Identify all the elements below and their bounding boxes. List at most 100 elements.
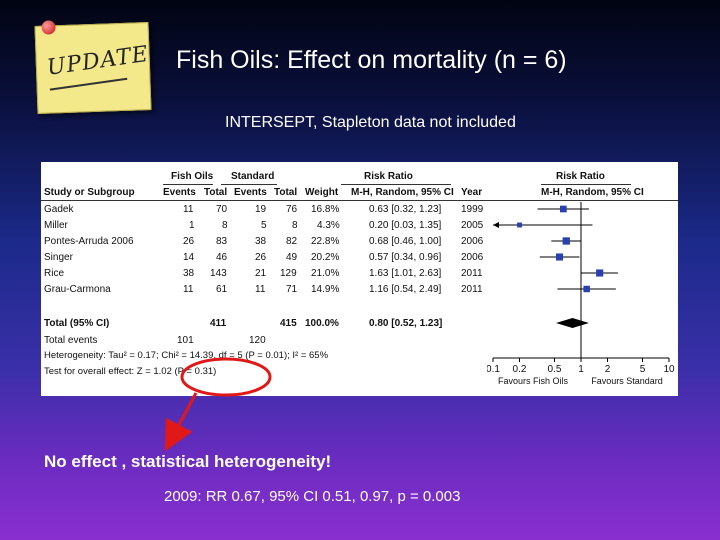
header-rule	[541, 184, 631, 185]
events-1: 11	[183, 284, 194, 295]
heterogeneity-stats: Heterogeneity: Tau² = 0.17; Chi² = 14.39…	[44, 350, 329, 361]
effect-note: No effect , statistical heterogeneity!	[44, 452, 332, 471]
study-marker	[596, 269, 604, 277]
col-total-2: Total	[274, 187, 298, 198]
weight: 22.8%	[311, 236, 340, 247]
x-tick-label: 1	[578, 364, 584, 375]
slide-subtitle: INTERSEPT, Stapleton data not included	[225, 114, 516, 131]
study-name: Miller	[44, 220, 68, 231]
risk-ratio-ci: 0.63 [0.32, 1.23]	[369, 204, 442, 215]
total-1: 83	[216, 236, 228, 247]
col-study: Study or Subgroup	[44, 187, 135, 198]
year: 2006	[461, 252, 484, 263]
risk-ratio-ci: 0.20 [0.03, 1.35]	[369, 220, 442, 231]
risk-ratio-ci: 1.63 [1.01, 2.63]	[369, 268, 442, 279]
update-badge-text: UPDATE	[45, 41, 151, 81]
study-marker	[517, 222, 522, 228]
x-tick-label: 2	[605, 364, 611, 375]
total-1: 143	[210, 268, 227, 279]
col-ci-right: M-H, Random, 95% CI	[541, 187, 644, 198]
total-label: Total (95% CI)	[44, 318, 110, 329]
events-1: 26	[183, 236, 195, 247]
header-rule	[341, 184, 451, 185]
forest-plot-graphic: 0.1 0.2 0.5 1 2 5 10 Favours Fish Oils Favours S…	[487, 202, 675, 386]
x-tick-label: 0.1	[487, 364, 500, 375]
total-1: 61	[216, 284, 228, 295]
annotation-arrow	[164, 392, 198, 452]
x-tick-label: 0.2	[513, 364, 527, 375]
header-fish-oils: Fish Oils	[171, 171, 214, 182]
study-marker	[559, 205, 567, 213]
header-rule	[221, 184, 277, 185]
total-1: 70	[216, 204, 228, 215]
column-header-rule	[41, 200, 678, 201]
header-risk-ratio-right: Risk Ratio	[556, 171, 605, 182]
study-marker	[583, 285, 590, 293]
study-name: Rice	[44, 268, 65, 279]
total-1: 411	[210, 318, 227, 329]
total-2: 49	[286, 252, 298, 263]
total-2: 8	[292, 220, 298, 231]
pooled-diamond	[556, 318, 589, 328]
header-rule	[163, 184, 213, 185]
overall-effect-test: Test for overall effect: Z = 1.02 (P = 0…	[44, 366, 217, 377]
events-1: 38	[183, 268, 195, 279]
total-weight: 100.0%	[305, 318, 339, 329]
events-1: 1	[189, 220, 195, 231]
total-events-label: Total events	[44, 335, 98, 346]
favours-left-label: Favours Fish Oils	[498, 376, 569, 386]
header-risk-ratio-left: Risk Ratio	[364, 171, 413, 182]
risk-ratio-ci: 0.57 [0.34, 0.96]	[369, 252, 442, 263]
year: 2005	[461, 220, 484, 231]
col-events-1: Events	[163, 187, 196, 198]
total-events-1: 101	[177, 335, 194, 346]
events-2: 11	[255, 284, 266, 295]
year: 2006	[461, 236, 484, 247]
pushpin-icon	[41, 20, 56, 35]
weight: 4.3%	[317, 220, 340, 231]
events-2: 19	[255, 204, 267, 215]
study-marker	[555, 253, 564, 261]
events-2: 26	[255, 252, 267, 263]
col-ci: M-H, Random, 95% CI	[351, 187, 454, 198]
col-total-1: Total	[204, 187, 228, 198]
ci-arrow	[493, 222, 499, 228]
study-marker	[562, 237, 570, 245]
weight: 20.2%	[311, 252, 340, 263]
slide-title: Fish Oils: Effect on mortality (n = 6)	[176, 46, 567, 74]
total-1: 46	[216, 252, 228, 263]
total-2: 415	[280, 318, 297, 329]
total-events-2: 120	[249, 335, 266, 346]
events-2: 21	[255, 268, 267, 279]
x-tick-label: 10	[663, 364, 675, 375]
underline-stroke	[49, 77, 128, 91]
col-year: Year	[461, 187, 483, 198]
events-2: 38	[255, 236, 267, 247]
risk-ratio-ci: 1.16 [0.54, 2.49]	[369, 284, 442, 295]
weight: 14.9%	[311, 284, 340, 295]
total-2: 76	[286, 204, 298, 215]
risk-ratio-ci: 0.68 [0.46, 1.00]	[369, 236, 442, 247]
events-1: 14	[183, 252, 195, 263]
favours-right-label: Favours Standard	[591, 376, 663, 386]
study-name: Gadek	[44, 204, 74, 215]
study-name: Grau-Carmona	[44, 284, 111, 295]
study-name: Pontes-Arruda 2006	[44, 236, 134, 247]
weight: 16.8%	[311, 204, 340, 215]
total-2: 82	[286, 236, 298, 247]
total-2: 71	[286, 284, 298, 295]
col-events-2: Events	[234, 187, 267, 198]
result-2009: 2009: RR 0.67, 95% CI 0.51, 0.97, p = 0.…	[164, 488, 461, 505]
update-sticky-note: UPDATE	[34, 20, 152, 114]
events-2: 5	[261, 220, 267, 231]
x-tick-label: 0.5	[548, 364, 562, 375]
x-tick-label: 5	[640, 364, 646, 375]
study-name: Singer	[44, 252, 73, 263]
col-weight: Weight	[305, 187, 339, 198]
header-standard: Standard	[231, 171, 275, 182]
total-ci: 0.80 [0.52, 1.23]	[369, 318, 443, 329]
events-1: 11	[183, 204, 194, 215]
year: 2011	[461, 268, 483, 279]
total-2: 129	[280, 268, 297, 279]
year: 2011	[461, 284, 483, 295]
